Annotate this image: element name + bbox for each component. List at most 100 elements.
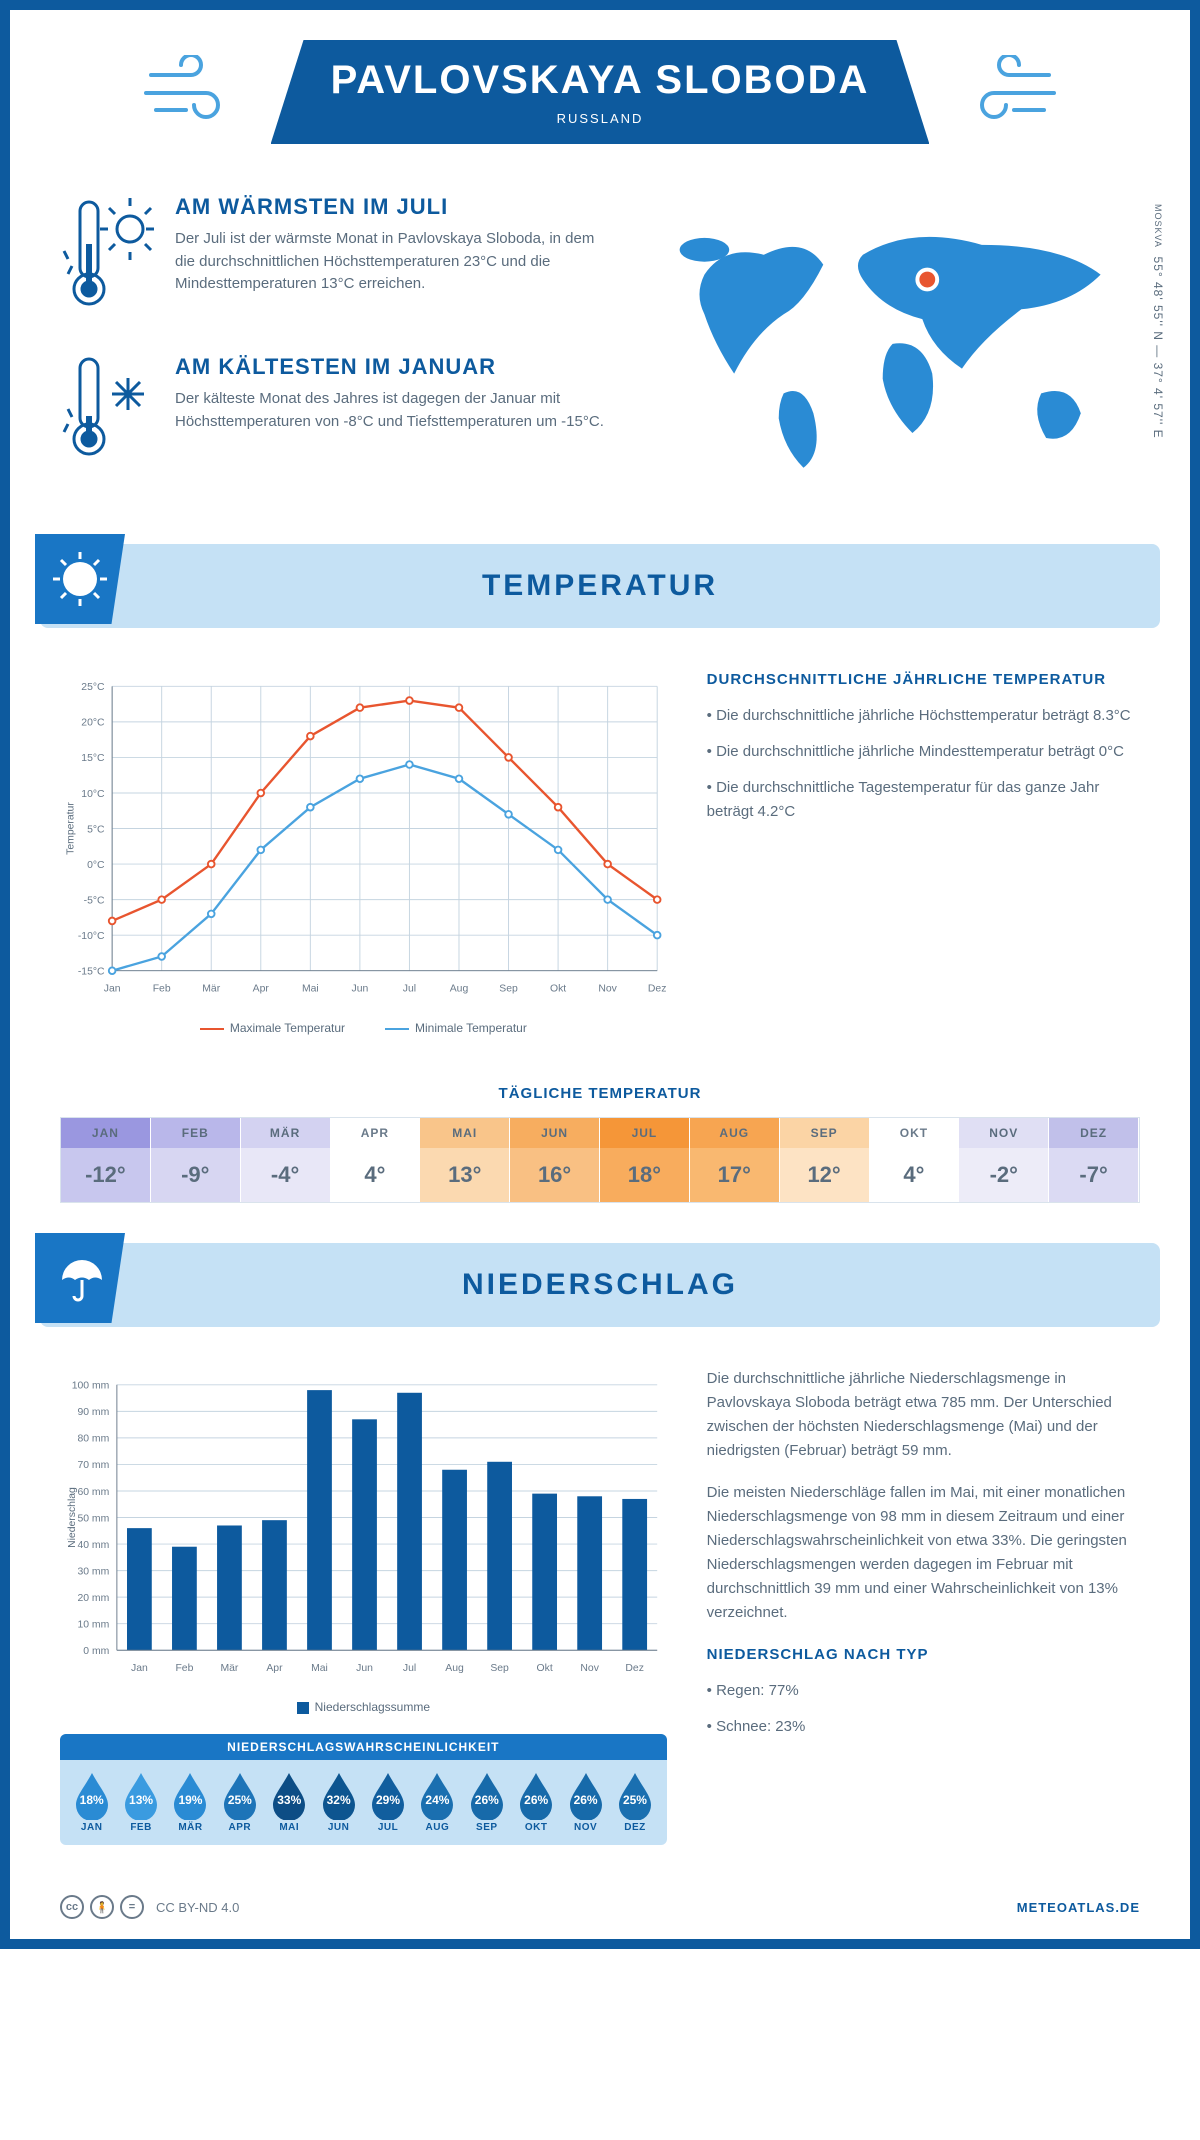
umbrella-icon xyxy=(35,1233,125,1323)
precip-paragraph: Die durchschnittliche jährliche Niedersc… xyxy=(707,1367,1140,1463)
coldest-text: Der kälteste Monat des Jahres ist dagege… xyxy=(175,388,605,433)
svg-text:Jan: Jan xyxy=(104,984,121,995)
nd-icon: = xyxy=(120,1895,144,1919)
daily-month: AUG xyxy=(690,1118,780,1148)
svg-text:20°C: 20°C xyxy=(81,718,105,729)
svg-text:Mär: Mär xyxy=(202,984,220,995)
legend-bar: Niederschlagssumme xyxy=(297,1700,430,1714)
probability-cell: 26% NOV xyxy=(562,1770,609,1833)
probability-cell: 24% AUG xyxy=(414,1770,461,1833)
svg-text:Feb: Feb xyxy=(153,984,171,995)
svg-text:5°C: 5°C xyxy=(87,824,105,835)
daily-value: -12° xyxy=(61,1148,151,1202)
header: PAVLOVSKAYA SLOBODA RUSSLAND xyxy=(10,10,1190,154)
svg-text:0 mm: 0 mm xyxy=(83,1646,109,1657)
svg-text:Jan: Jan xyxy=(131,1663,148,1674)
svg-text:Aug: Aug xyxy=(450,984,469,995)
svg-text:Mär: Mär xyxy=(220,1663,238,1674)
temperature-chart-row: -15°C-10°C-5°C0°C5°C10°C15°C20°C25°CJanF… xyxy=(10,658,1190,1065)
temperature-line-chart: -15°C-10°C-5°C0°C5°C10°C15°C20°C25°CJanF… xyxy=(60,668,667,1035)
svg-text:-10°C: -10°C xyxy=(78,931,105,942)
svg-text:Sep: Sep xyxy=(499,984,518,995)
coordinates: MOSKVA 55° 48' 55'' N — 37° 4' 57'' E xyxy=(1151,204,1165,439)
probability-cell: 29% JUL xyxy=(364,1770,411,1833)
daily-month: FEB xyxy=(151,1118,241,1148)
svg-text:Jul: Jul xyxy=(403,1663,416,1674)
svg-text:Apr: Apr xyxy=(266,1663,283,1674)
svg-text:90 mm: 90 mm xyxy=(77,1407,109,1418)
svg-text:15°C: 15°C xyxy=(81,753,105,764)
precipitation-title: NIEDERSCHLAG xyxy=(40,1268,1160,1302)
drop-icon: 29% xyxy=(369,1770,407,1818)
probability-cell: 33% MAI xyxy=(266,1770,313,1833)
svg-text:60 mm: 60 mm xyxy=(77,1487,109,1498)
daily-value: 4° xyxy=(331,1148,421,1202)
daily-month: NOV xyxy=(959,1118,1049,1148)
drop-icon: 18% xyxy=(73,1770,111,1818)
svg-text:Nov: Nov xyxy=(580,1663,599,1674)
site-credit: METEOATLAS.DE xyxy=(1017,1900,1140,1915)
svg-text:Okt: Okt xyxy=(537,1663,553,1674)
probability-title: NIEDERSCHLAGSWAHRSCHEINLICHKEIT xyxy=(60,1734,667,1760)
precipitation-bar-chart: 0 mm10 mm20 mm30 mm40 mm50 mm60 mm70 mm8… xyxy=(60,1367,667,1845)
svg-text:Dez: Dez xyxy=(648,984,667,995)
probability-cell: 25% APR xyxy=(216,1770,263,1833)
precipitation-chart-row: 0 mm10 mm20 mm30 mm40 mm50 mm60 mm70 mm8… xyxy=(10,1357,1190,1875)
temp-bullet: Die durchschnittliche Tagestemperatur fü… xyxy=(707,776,1140,824)
svg-text:Aug: Aug xyxy=(445,1663,464,1674)
svg-text:Dez: Dez xyxy=(625,1663,644,1674)
svg-text:Jul: Jul xyxy=(403,984,416,995)
sun-icon xyxy=(35,534,125,624)
svg-text:Apr: Apr xyxy=(253,984,270,995)
probability-cell: 18% JAN xyxy=(68,1770,115,1833)
svg-text:Temperatur: Temperatur xyxy=(65,802,76,855)
daily-month: JUN xyxy=(510,1118,600,1148)
probability-cell: 13% FEB xyxy=(117,1770,164,1833)
daily-value: -4° xyxy=(241,1148,331,1202)
temp-bullet: Die durchschnittliche jährliche Mindestt… xyxy=(707,740,1140,764)
drop-icon: 25% xyxy=(616,1770,654,1818)
cc-icon: cc xyxy=(60,1895,84,1919)
drop-icon: 24% xyxy=(418,1770,456,1818)
probability-cell: 32% JUN xyxy=(315,1770,362,1833)
precip-type-bullet: Regen: 77% xyxy=(707,1679,1140,1703)
drop-icon: 26% xyxy=(468,1770,506,1818)
thermometer-snow-icon xyxy=(60,354,155,469)
temperature-title: TEMPERATUR xyxy=(40,569,1160,603)
drop-icon: 26% xyxy=(517,1770,555,1818)
daily-value: 17° xyxy=(690,1148,780,1202)
precipitation-banner: NIEDERSCHLAG xyxy=(40,1243,1160,1327)
page-title: PAVLOVSKAYA SLOBODA xyxy=(331,58,870,103)
svg-text:Jun: Jun xyxy=(356,1663,373,1674)
svg-text:25°C: 25°C xyxy=(81,682,105,693)
svg-text:30 mm: 30 mm xyxy=(77,1566,109,1577)
temperature-side-text: DURCHSCHNITTLICHE JÄHRLICHE TEMPERATUR D… xyxy=(707,668,1140,836)
cc-icons: cc 🧍 = xyxy=(60,1895,144,1919)
probability-cell: 26% OKT xyxy=(513,1770,560,1833)
temp-bullet: Die durchschnittliche jährliche Höchstte… xyxy=(707,704,1140,728)
thermometer-sun-icon xyxy=(60,194,155,319)
drop-icon: 33% xyxy=(270,1770,308,1818)
drop-icon: 13% xyxy=(122,1770,160,1818)
precip-paragraph: Die meisten Niederschläge fallen im Mai,… xyxy=(707,1481,1140,1625)
svg-text:Jun: Jun xyxy=(351,984,368,995)
drop-icon: 32% xyxy=(320,1770,358,1818)
by-icon: 🧍 xyxy=(90,1895,114,1919)
probability-cell: 26% SEP xyxy=(463,1770,510,1833)
svg-text:80 mm: 80 mm xyxy=(77,1434,109,1445)
temperature-banner: TEMPERATUR xyxy=(40,544,1160,628)
svg-text:-15°C: -15°C xyxy=(78,967,105,978)
daily-month: JUL xyxy=(600,1118,690,1148)
probability-cell: 25% DEZ xyxy=(611,1770,658,1833)
daily-value: 13° xyxy=(420,1148,510,1202)
svg-text:0°C: 0°C xyxy=(87,860,105,871)
coldest-title: AM KÄLTESTEN IM JANUAR xyxy=(175,354,605,380)
drop-icon: 19% xyxy=(171,1770,209,1818)
svg-text:Okt: Okt xyxy=(550,984,566,995)
title-banner: PAVLOVSKAYA SLOBODA RUSSLAND xyxy=(271,40,930,144)
svg-text:10 mm: 10 mm xyxy=(77,1619,109,1630)
drop-icon: 26% xyxy=(567,1770,605,1818)
warmest-title: AM WÄRMSTEN IM JULI xyxy=(175,194,605,220)
wind-icon-right xyxy=(959,55,1059,130)
warmest-block: AM WÄRMSTEN IM JULI Der Juli ist der wär… xyxy=(60,194,605,319)
